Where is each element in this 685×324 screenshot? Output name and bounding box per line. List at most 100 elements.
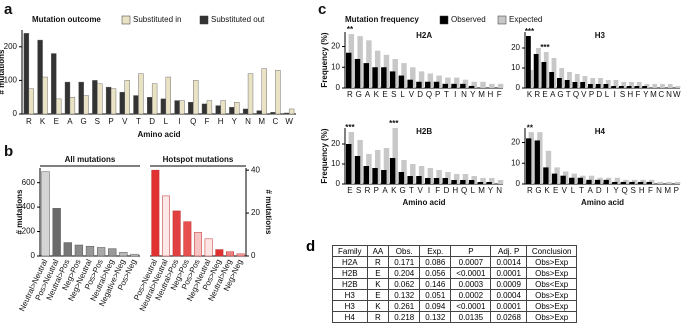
y-tick-label: 10 [511,63,520,72]
observed-bar [363,166,369,184]
bar [74,244,84,257]
observed-bar [354,156,361,184]
observed-bar [433,178,440,184]
expected-bar [574,74,580,88]
header-row: Family AA Obs. Exp. P Adj. P Conclusion [332,245,578,257]
bar [288,108,295,115]
table-cell: 0.0135 [450,311,492,323]
table-cell: <0.0001 [450,267,492,279]
x-tick-label: R [534,90,540,99]
x-tick-label: P [674,186,679,195]
table-cell: Obs>Exp [525,267,578,279]
table-cell: 0.0002 [450,289,492,301]
observed-bar [557,78,562,88]
x-tick-label: N [666,90,672,99]
x-tick-label: L [164,117,169,126]
bar [108,248,117,257]
table-cell: 0.0007 [450,256,492,268]
bar [56,98,62,115]
x-tick-label: P [374,186,379,195]
table-row: H3 K 0.261 0.094 <0.0001 0.0001 Obs>Exp [332,300,578,312]
panel-label: c [318,1,326,18]
bar [51,53,57,115]
bar [261,68,267,115]
bar [96,247,106,257]
x-tick-label: G [535,186,541,195]
table-cell: E [366,267,390,279]
observed-bar [594,179,601,184]
bar [119,91,125,115]
observed-bar [381,170,387,184]
x-tick-label: S [631,186,636,195]
table-cell: K [366,300,390,312]
y-tick-label: 10 [511,158,520,167]
x-tick-label: H [627,90,633,99]
x-tick-label: D [149,117,155,126]
y-tick-label: 0 [516,179,521,188]
x-tick-label: G [81,117,87,126]
observed-bar [389,71,396,88]
table-cell: 0.094 [419,300,452,312]
legend-label: Substituted in [133,15,181,24]
x-tick-label: M [258,117,265,126]
observed-bar [442,178,448,184]
y-axis-label: # mutations [264,190,273,235]
x-tick-label: Q [461,186,467,195]
subplot-title: H2A [416,31,432,40]
table-cell: R [366,311,390,323]
table-cell: Obs<Exp [525,278,578,290]
y-tick-label: 0 [336,179,341,188]
x-tick-label: V [122,117,128,126]
observed-bar [460,180,466,184]
y-axis-label: # mutations [15,189,24,234]
observed-bar [611,86,617,88]
x-tick-label: F [648,186,653,195]
observed-bar [560,175,566,184]
legend-swatch [439,15,449,25]
x-tick-label: W [673,90,681,99]
bar [69,96,76,115]
observed-bar [372,168,378,184]
x-tick-label: K [391,186,397,195]
observed-bar [629,181,635,184]
expected-bar [418,166,425,184]
expected-bar [436,170,442,184]
expected-bar [471,81,477,88]
y-tick-label: 20 [511,138,520,147]
observed-bar [407,176,413,184]
observed-bar [451,180,457,184]
expected-bar [489,178,495,184]
table-row: H2B E 0.204 0.056 <0.0001 0.0001 Obs>Exp [332,267,578,279]
bar [165,76,171,115]
table-cell: 0.0001 [490,267,527,279]
x-tick-label: Q [190,117,196,126]
bar [97,83,103,115]
bar [85,245,95,257]
bar [41,171,50,257]
bar [204,238,213,257]
x-tick-label: K [544,186,550,195]
x-tick-label: S [391,90,396,99]
observed-bar [346,144,352,184]
observed-bar [588,84,593,88]
x-tick-label: L [571,186,576,195]
table-cell: H4 [332,311,368,323]
expected-bar [427,73,434,88]
observed-bar [486,182,492,184]
x-tick-label: A [382,186,388,195]
table-cell: 0.062 [388,278,421,290]
x-tick-label: D [596,186,602,195]
x-tick-label: S [95,117,100,126]
bar [256,110,262,115]
x-tick-label: F [205,117,210,126]
table-cell: 0.0268 [490,311,527,323]
x-tick-label: R [527,186,533,195]
y-tick-label: 600 [22,178,36,187]
bar [124,80,130,115]
subplot-title: H4 [595,127,606,136]
observed-bar [381,67,387,88]
expected-bar [675,86,681,88]
header-cell: P [450,245,492,257]
bar [229,107,235,115]
table-cell: 0.146 [419,278,452,290]
